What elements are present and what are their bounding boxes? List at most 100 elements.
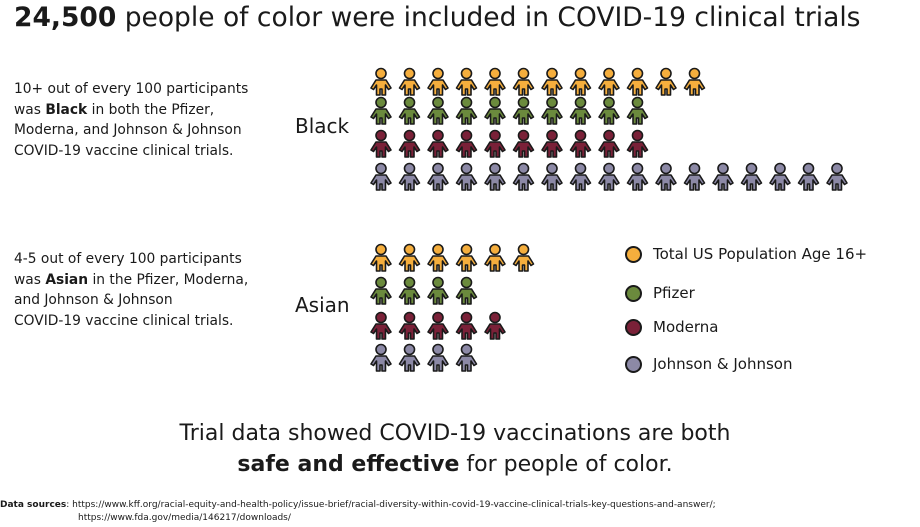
person-icon-black-johnson-johnson xyxy=(797,162,820,191)
person-icon-black-moderna xyxy=(541,129,563,158)
group-label-asian: Asian xyxy=(295,293,350,317)
person-icon-black-pfizer xyxy=(484,96,506,125)
person-icon-black-total-us-population-age-16 xyxy=(370,67,392,96)
conclusion-line-1: Trial data showed COVID-19 vaccinations … xyxy=(179,421,731,446)
person-icon-black-johnson-johnson xyxy=(455,162,478,191)
person-icon-black-total-us-population-age-16 xyxy=(683,67,706,96)
legend-swatch xyxy=(625,355,642,373)
person-icon-black-total-us-population-age-16 xyxy=(541,67,563,96)
black-description-line-3: Moderna, and Johnson & Johnson xyxy=(14,122,242,138)
person-icon-asian-total-us-population-age-16 xyxy=(512,243,535,272)
person-icon-black-pfizer xyxy=(370,96,392,125)
person-icon-asian-total-us-population-age-16 xyxy=(370,243,392,272)
asian-description-line-1: 4-5 out of every 100 participants xyxy=(14,251,242,267)
person-icon-black-pfizer xyxy=(569,96,592,125)
legend-item-moderna: Moderna xyxy=(625,316,718,338)
person-icon-black-total-us-population-age-16 xyxy=(598,67,620,96)
person-icon-asian-moderna xyxy=(455,311,478,340)
asian-highlight: Asian xyxy=(45,271,89,288)
person-icon-black-pfizer xyxy=(626,96,649,125)
person-icon-black-johnson-johnson xyxy=(740,162,763,191)
data-sources: Data sources: https://www.kff.org/racial… xyxy=(0,499,920,525)
group-label-black: Black xyxy=(295,114,350,138)
person-icon-asian-pfizer xyxy=(370,276,392,305)
legend-label: Johnson & Johnson xyxy=(653,355,793,373)
person-icon-black-pfizer xyxy=(541,96,563,125)
person-icon-black-total-us-population-age-16 xyxy=(512,67,535,96)
person-icon-black-total-us-population-age-16 xyxy=(398,67,421,96)
black-description-line-2: was Black in both the Pfizer, xyxy=(14,101,215,118)
conclusion-line-2: safe and effective for people of color. xyxy=(237,452,673,477)
person-icon-black-johnson-johnson xyxy=(826,162,848,191)
person-icon-black-johnson-johnson xyxy=(626,162,649,191)
person-icon-black-johnson-johnson xyxy=(712,162,734,191)
person-icon-black-moderna xyxy=(569,129,592,158)
legend-label: Total US Population Age 16+ xyxy=(653,245,868,263)
person-icon-black-total-us-population-age-16 xyxy=(655,67,677,96)
person-icon-black-pfizer xyxy=(398,96,421,125)
legend-swatch xyxy=(625,245,642,263)
source-link-kff: : https://www.kff.org/racial-equity-and-… xyxy=(66,500,716,510)
person-icon-black-total-us-population-age-16 xyxy=(484,67,506,96)
asian-description-line-2: was Asian in the Pfizer, Moderna, xyxy=(14,271,249,288)
sources-label: Data sources xyxy=(0,500,67,510)
legend-item-jnj: Johnson & Johnson xyxy=(625,353,792,375)
person-icon-black-johnson-johnson xyxy=(769,162,791,191)
person-icon-black-johnson-johnson xyxy=(569,162,592,191)
person-icon-black-johnson-johnson xyxy=(598,162,620,191)
legend-swatch xyxy=(625,318,642,336)
asian-description: 4-5 out of every 100 participants was As… xyxy=(14,249,289,331)
person-icon-black-moderna xyxy=(598,129,620,158)
black-description-line-4: COVID-19 vaccine clinical trials. xyxy=(14,142,234,159)
person-icon-asian-johnson-johnson xyxy=(370,343,392,372)
black-description-line-1: 10+ out of every 100 participants xyxy=(14,81,249,97)
person-icon-black-total-us-population-age-16 xyxy=(569,67,592,96)
person-icon-asian-pfizer xyxy=(427,276,449,305)
person-icon-asian-total-us-population-age-16 xyxy=(427,243,449,272)
person-icon-black-pfizer xyxy=(427,96,449,125)
person-icon-asian-total-us-population-age-16 xyxy=(398,243,421,272)
black-highlight: Black xyxy=(45,101,88,118)
person-icon-black-pfizer xyxy=(598,96,620,125)
page-title: 24,500 people of color were included in … xyxy=(14,0,920,40)
legend-label: Moderna xyxy=(653,318,719,336)
person-icon-black-moderna xyxy=(484,129,506,158)
person-icon-black-johnson-johnson xyxy=(541,162,563,191)
conclusion-highlight: safe and effective xyxy=(237,452,460,477)
person-icon-black-moderna xyxy=(398,129,421,158)
person-icon-asian-johnson-johnson xyxy=(427,343,449,372)
person-icon-black-moderna xyxy=(512,129,535,158)
person-icon-asian-moderna xyxy=(398,311,421,340)
person-icon-black-johnson-johnson xyxy=(427,162,449,191)
person-icon-black-pfizer xyxy=(512,96,535,125)
headline-number: 24,500 xyxy=(14,2,117,33)
legend-swatch xyxy=(625,284,642,302)
legend-item-pfizer: Pfizer xyxy=(625,282,695,304)
person-icon-asian-pfizer xyxy=(455,276,478,305)
person-icon-asian-total-us-population-age-16 xyxy=(455,243,478,272)
person-icon-asian-pfizer xyxy=(398,276,421,305)
person-icon-asian-johnson-johnson xyxy=(455,343,478,372)
person-icon-asian-johnson-johnson xyxy=(398,343,421,372)
person-icon-black-johnson-johnson xyxy=(512,162,535,191)
person-icon-asian-moderna xyxy=(427,311,449,340)
black-description: 10+ out of every 100 participants was Bl… xyxy=(14,79,289,161)
person-icon-black-johnson-johnson xyxy=(655,162,677,191)
person-icon-black-moderna xyxy=(370,129,392,158)
legend-label: Pfizer xyxy=(653,284,695,302)
person-icon-black-johnson-johnson xyxy=(370,162,392,191)
person-icon-black-moderna xyxy=(427,129,449,158)
asian-description-line-3: and Johnson & Johnson xyxy=(14,292,173,308)
person-icon-black-moderna xyxy=(455,129,478,158)
person-icon-asian-total-us-population-age-16 xyxy=(484,243,506,272)
person-icon-asian-moderna xyxy=(484,311,506,340)
asian-description-line-4: COVID-19 vaccine clinical trials. xyxy=(14,312,234,329)
person-icon-black-pfizer xyxy=(455,96,478,125)
person-icon-black-johnson-johnson xyxy=(484,162,506,191)
person-icon-black-total-us-population-age-16 xyxy=(427,67,449,96)
person-icon-black-moderna xyxy=(626,129,649,158)
legend-item-total-us: Total US Population Age 16+ xyxy=(625,243,867,265)
person-icon-black-johnson-johnson xyxy=(398,162,421,191)
source-link-fda: https://www.fda.gov/media/146217/downloa… xyxy=(78,513,291,523)
